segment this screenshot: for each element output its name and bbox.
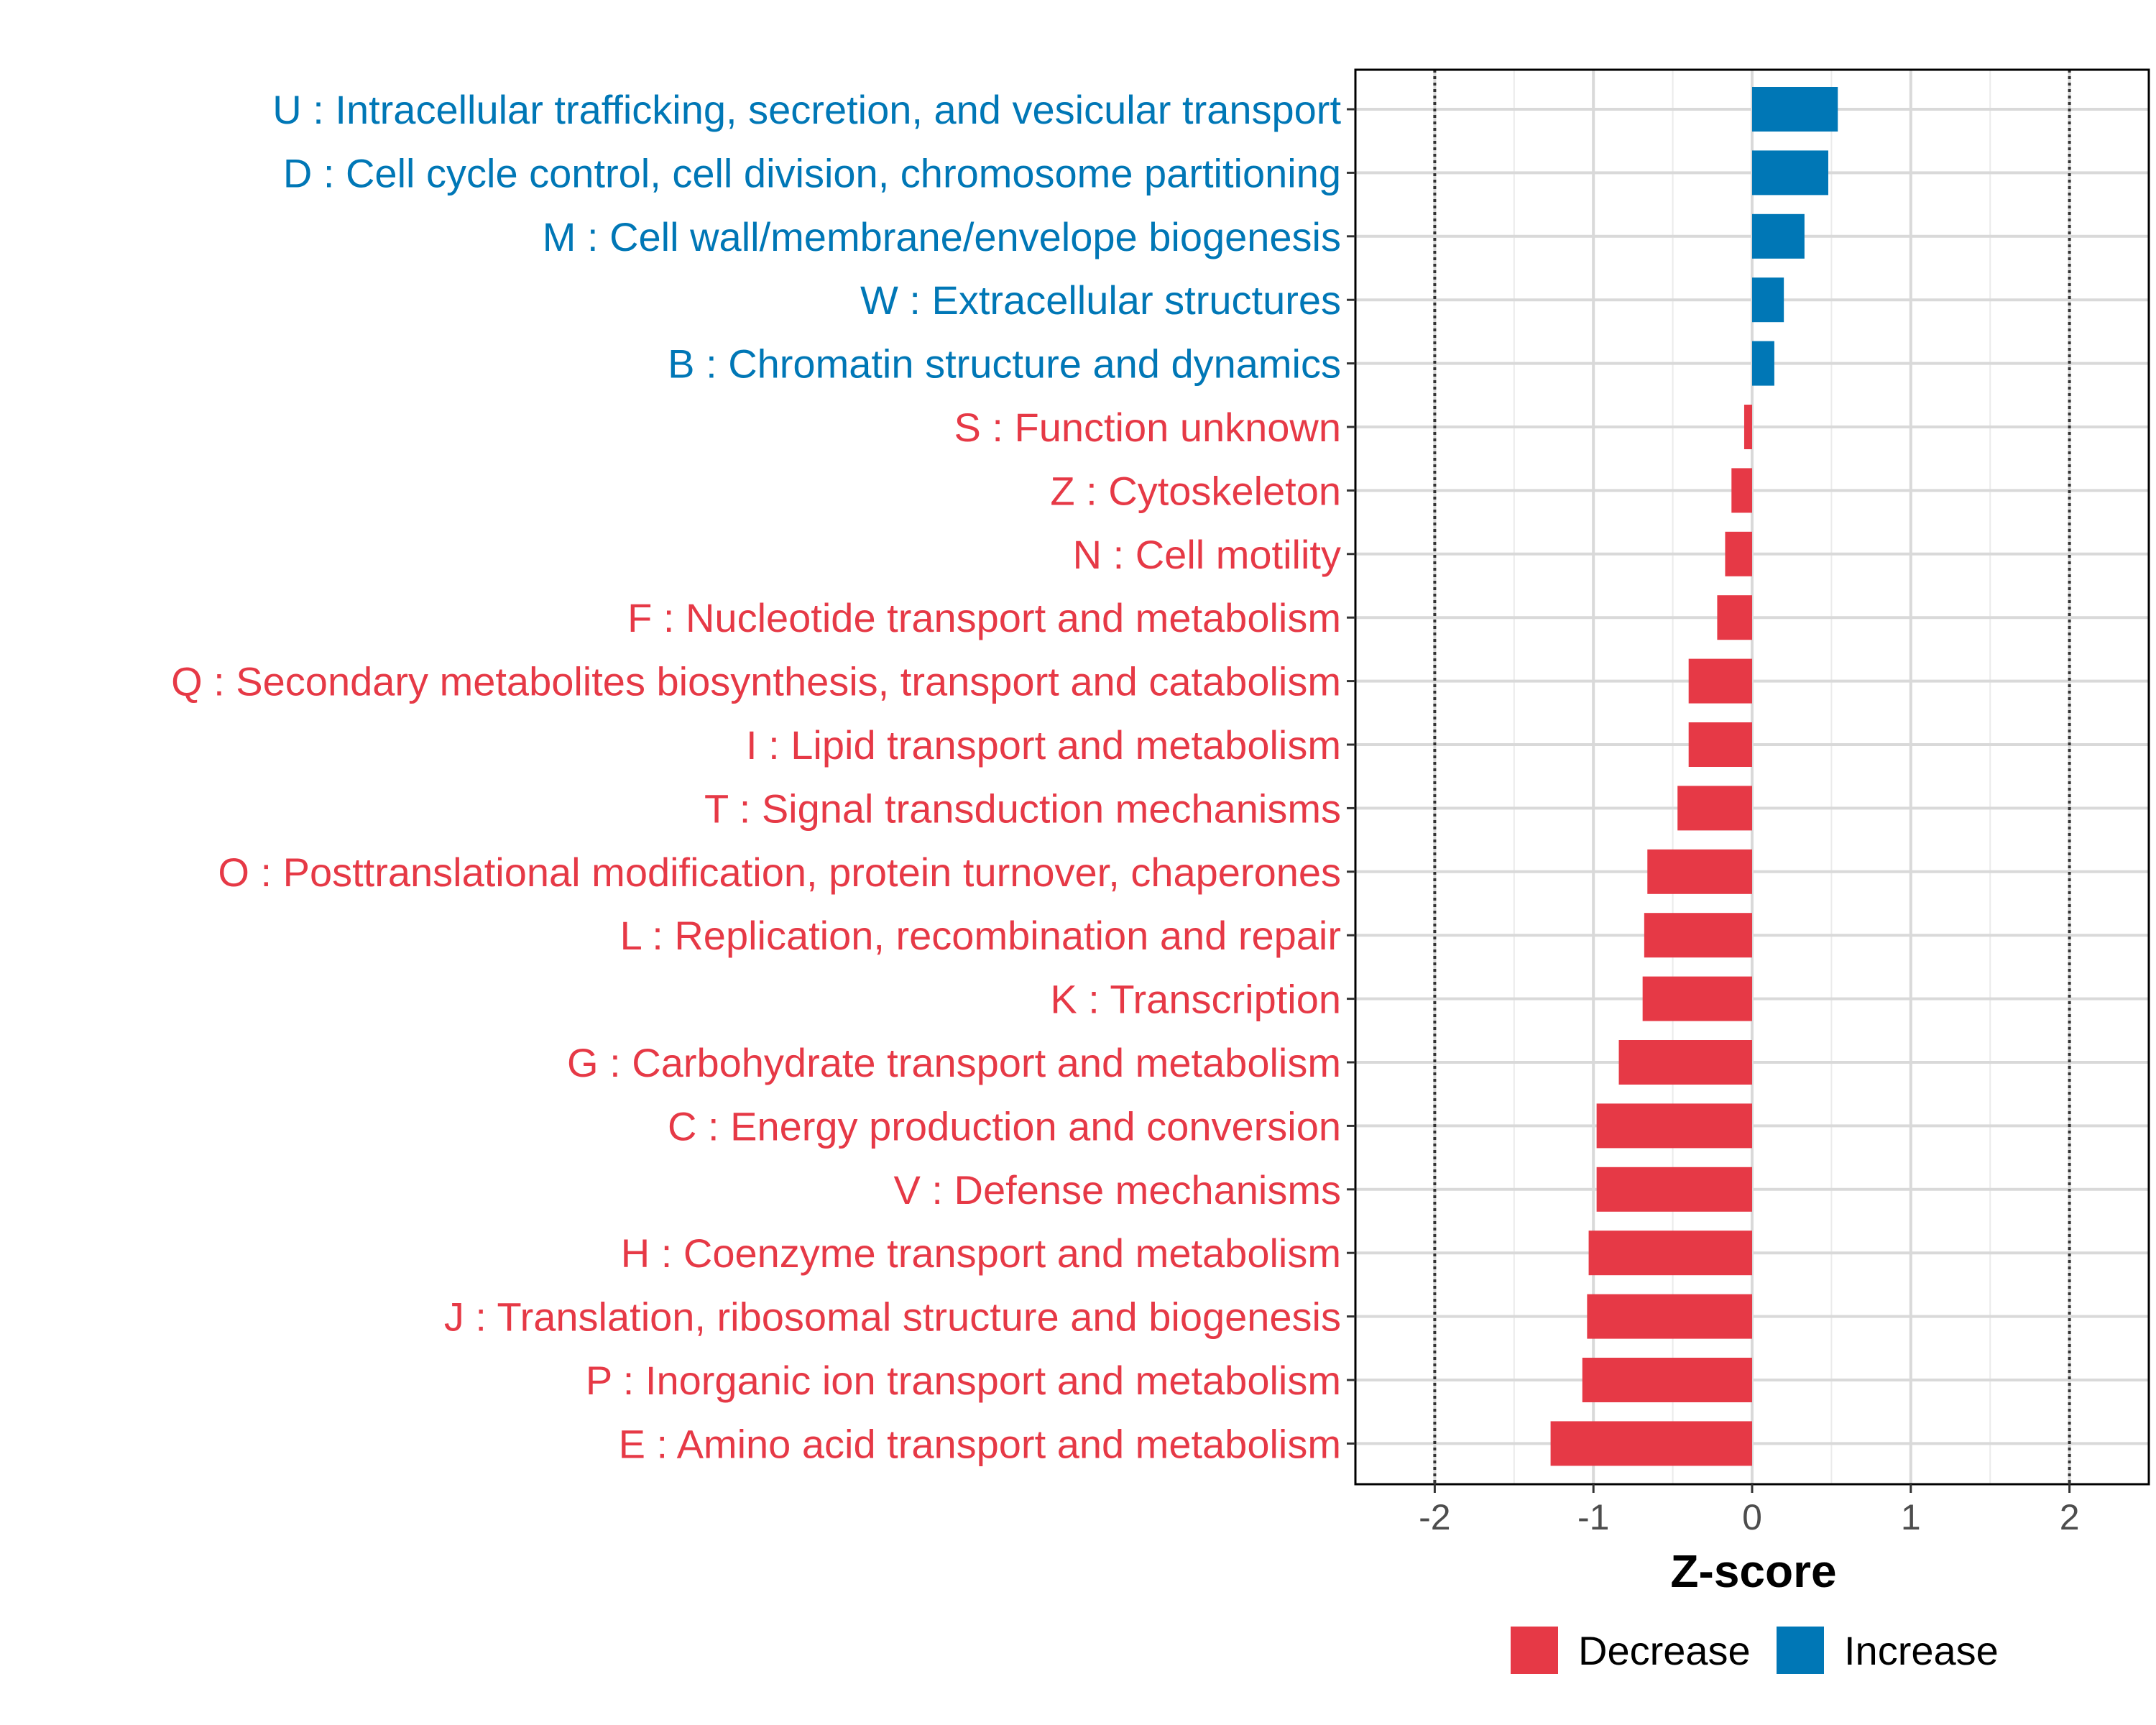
legend-key-decrease bbox=[1511, 1627, 1558, 1674]
bar bbox=[1596, 1103, 1752, 1149]
category-label: P : Inorganic ion transport and metaboli… bbox=[586, 1358, 1341, 1403]
bars bbox=[1550, 87, 1838, 1466]
bar bbox=[1752, 150, 1828, 196]
category-label: W : Extracellular structures bbox=[860, 277, 1341, 323]
x-tick-label: 2 bbox=[2060, 1497, 2080, 1537]
category-label: M : Cell wall/membrane/envelope biogenes… bbox=[543, 214, 1341, 259]
bar bbox=[1688, 658, 1752, 704]
x-tick-label: -2 bbox=[1419, 1497, 1450, 1537]
category-label: I : Lipid transport and metabolism bbox=[746, 722, 1341, 768]
category-label: U : Intracellular trafficking, secretion… bbox=[272, 87, 1341, 132]
category-label: S : Function unknown bbox=[954, 405, 1341, 450]
category-label: L : Replication, recombination and repai… bbox=[620, 913, 1341, 958]
bar bbox=[1647, 849, 1752, 894]
bar bbox=[1618, 1040, 1752, 1085]
bar bbox=[1717, 595, 1752, 640]
category-label: Q : Secondary metabolites biosynthesis, … bbox=[171, 659, 1341, 704]
bar bbox=[1731, 468, 1752, 513]
category-label: J : Translation, ribosomal structure and… bbox=[444, 1294, 1341, 1340]
category-label: N : Cell motility bbox=[1073, 532, 1341, 577]
category-label: Z : Cytoskeleton bbox=[1050, 468, 1341, 513]
x-tick-label: 0 bbox=[1742, 1497, 1762, 1537]
bar bbox=[1644, 913, 1752, 958]
category-label: D : Cell cycle control, cell division, c… bbox=[283, 150, 1341, 196]
bar bbox=[1642, 976, 1752, 1021]
bar bbox=[1588, 1230, 1752, 1276]
category-label: V : Defense mechanisms bbox=[894, 1167, 1341, 1213]
bar bbox=[1596, 1167, 1752, 1212]
reference-lines bbox=[1433, 70, 2071, 1484]
bar bbox=[1752, 341, 1774, 386]
category-label: C : Energy production and conversion bbox=[668, 1103, 1341, 1149]
x-tick-label: 1 bbox=[1901, 1497, 1921, 1537]
bar bbox=[1677, 786, 1752, 831]
bar bbox=[1587, 1294, 1752, 1339]
bar bbox=[1752, 277, 1784, 323]
x-axis-title: Z-score bbox=[1670, 1545, 1836, 1597]
category-label: K : Transcription bbox=[1050, 977, 1341, 1022]
bar bbox=[1743, 405, 1752, 449]
category-label: H : Coenzyme transport and metabolism bbox=[621, 1230, 1341, 1276]
category-label: E : Amino acid transport and metabolism bbox=[619, 1421, 1341, 1466]
bar bbox=[1752, 213, 1805, 259]
category-label: F : Nucleotide transport and metabolism bbox=[627, 595, 1341, 640]
x-tick-label: -1 bbox=[1577, 1497, 1609, 1537]
bar bbox=[1725, 531, 1752, 576]
bar bbox=[1688, 722, 1752, 767]
category-label: B : Chromatin structure and dynamics bbox=[668, 341, 1341, 387]
x-axis-ticks: -2 -1 0 1 2 bbox=[1419, 1484, 2080, 1537]
legend: Decrease Increase bbox=[1511, 1627, 1999, 1674]
category-label: O : Posttranslational modification, prot… bbox=[218, 850, 1341, 895]
bar bbox=[1752, 87, 1838, 132]
legend-label: Increase bbox=[1844, 1628, 1999, 1673]
bar bbox=[1550, 1421, 1752, 1466]
legend-label: Decrease bbox=[1578, 1628, 1751, 1673]
legend-key-increase bbox=[1777, 1627, 1824, 1674]
y-axis-ticks bbox=[1347, 108, 1355, 1445]
category-label: T : Signal transduction mechanisms bbox=[704, 786, 1341, 831]
category-label: G : Carbohydrate transport and metabolis… bbox=[567, 1040, 1341, 1085]
category-labels: U : Intracellular trafficking, secretion… bbox=[171, 87, 1341, 1466]
bar bbox=[1582, 1358, 1752, 1402]
